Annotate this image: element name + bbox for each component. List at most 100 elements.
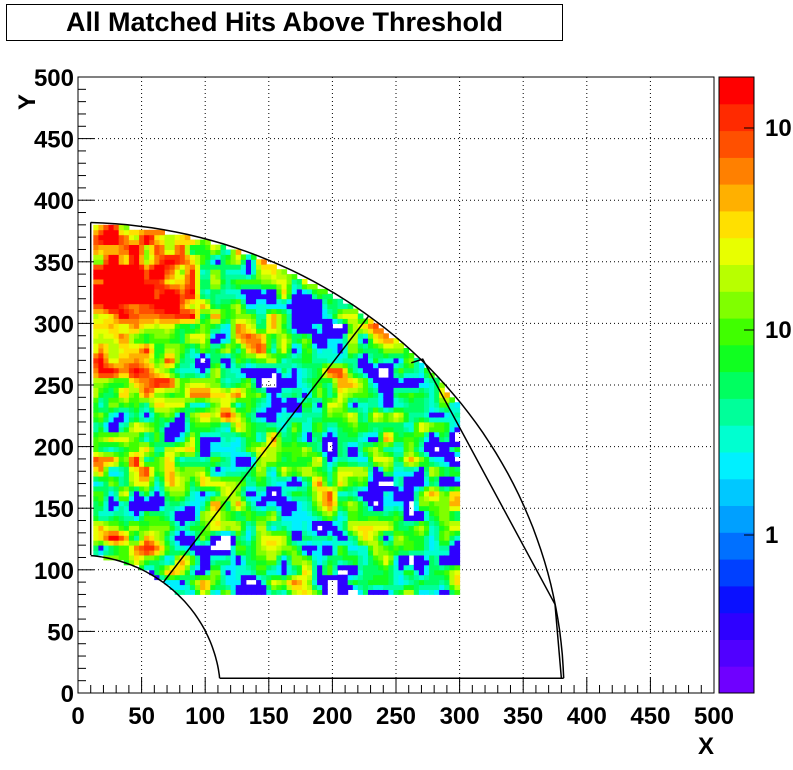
heatmap-cell (347, 515, 354, 521)
heatmap-cell (240, 456, 247, 462)
heatmap-cell (108, 377, 115, 383)
heatmap-cell (230, 313, 237, 319)
heatmap-cell (164, 269, 171, 275)
heatmap-cell (429, 426, 435, 433)
heatmap-cell (393, 338, 400, 344)
heatmap-cell (337, 471, 344, 477)
heatmap-cell (123, 500, 130, 507)
heatmap-cell (205, 377, 211, 383)
heatmap-cell (154, 264, 160, 270)
heatmap-cell (378, 525, 384, 531)
heatmap-cell (164, 510, 171, 517)
heatmap-cell (220, 323, 227, 329)
heatmap-cell (312, 481, 318, 487)
heatmap-cell (322, 564, 328, 571)
heatmap-cell (123, 397, 130, 403)
heatmap-cell (434, 407, 440, 413)
heatmap-cell (332, 348, 338, 354)
heatmap-cell (113, 491, 120, 497)
heatmap-cell (271, 466, 277, 472)
heatmap-cell (235, 564, 242, 571)
heatmap-cell (322, 333, 328, 339)
heatmap-cell (225, 574, 232, 581)
heatmap-cell (307, 426, 313, 433)
heatmap-cell (286, 569, 293, 576)
heatmap-cell (281, 495, 288, 502)
heatmap-cell (108, 244, 115, 250)
heatmap-cell (383, 343, 389, 349)
heatmap-cell (261, 476, 267, 482)
heatmap-cell (144, 535, 150, 541)
heatmap-cell (184, 574, 191, 581)
heatmap-cell (378, 461, 384, 467)
heatmap-cell (403, 510, 410, 517)
heatmap-cell (281, 466, 288, 472)
heatmap-cell (424, 564, 430, 571)
heatmap-cell (134, 402, 140, 408)
heatmap-cell (118, 259, 125, 265)
heatmap-cell (195, 515, 201, 521)
heatmap-cell (454, 579, 461, 586)
heatmap-cell (266, 417, 272, 423)
heatmap-cell (149, 274, 155, 280)
heatmap-cell (159, 446, 165, 452)
heatmap-cell (322, 476, 328, 482)
heatmap-cell (230, 259, 237, 265)
heatmap-cell (220, 353, 227, 359)
heatmap-cell (189, 569, 196, 576)
heatmap-cell (159, 303, 165, 310)
heatmap-cell (184, 515, 191, 521)
heatmap-cell (108, 422, 115, 428)
heatmap-cell (164, 550, 171, 556)
heatmap-cell (230, 589, 237, 595)
heatmap-cell (134, 471, 140, 477)
heatmap-cell (240, 505, 247, 512)
heatmap-cell (144, 436, 150, 443)
heatmap-cell (118, 471, 125, 477)
heatmap-cell (159, 574, 165, 581)
heatmap-cell (424, 382, 430, 388)
heatmap-cell (398, 407, 405, 413)
heatmap-cell (444, 495, 450, 502)
heatmap-cell (230, 525, 237, 531)
heatmap-cell (235, 476, 242, 482)
heatmap-cell (362, 456, 369, 462)
heatmap-cell (118, 446, 125, 452)
heatmap-cell (184, 589, 191, 595)
heatmap-cell (261, 491, 267, 497)
heatmap-cell (123, 446, 130, 452)
heatmap-cell (200, 471, 206, 477)
heatmap-cell (291, 348, 298, 354)
heatmap-cell (123, 279, 130, 285)
heatmap-cell (103, 525, 109, 531)
heatmap-cell (144, 298, 150, 305)
heatmap-cell (235, 402, 242, 408)
heatmap-cell (154, 555, 160, 561)
heatmap-cell (271, 353, 277, 359)
heatmap-cell (93, 254, 99, 260)
heatmap-cell (93, 491, 99, 497)
heatmap-cell (337, 436, 344, 443)
heatmap-cell (332, 422, 338, 428)
heatmap-cell (225, 451, 232, 457)
heatmap-cell (378, 422, 384, 428)
heatmap-cell (154, 343, 160, 349)
heatmap-cell (169, 397, 176, 403)
heatmap-cell (128, 491, 135, 497)
heatmap-cell (266, 308, 272, 314)
heatmap-cell (245, 318, 252, 324)
heatmap-cell (307, 495, 313, 502)
heatmap-cell (357, 397, 364, 403)
heatmap-cell (215, 456, 221, 462)
heatmap-cell (134, 426, 140, 433)
heatmap-cell (327, 402, 333, 408)
heatmap-cell (144, 239, 150, 245)
heatmap-cell (281, 500, 288, 507)
heatmap-cell (281, 505, 288, 512)
heatmap-cell (134, 348, 140, 354)
heatmap-cell (388, 343, 394, 349)
heatmap-cell (184, 491, 191, 497)
heatmap-cell (174, 362, 181, 369)
heatmap-cell (179, 274, 186, 280)
heatmap-cell (327, 417, 333, 423)
